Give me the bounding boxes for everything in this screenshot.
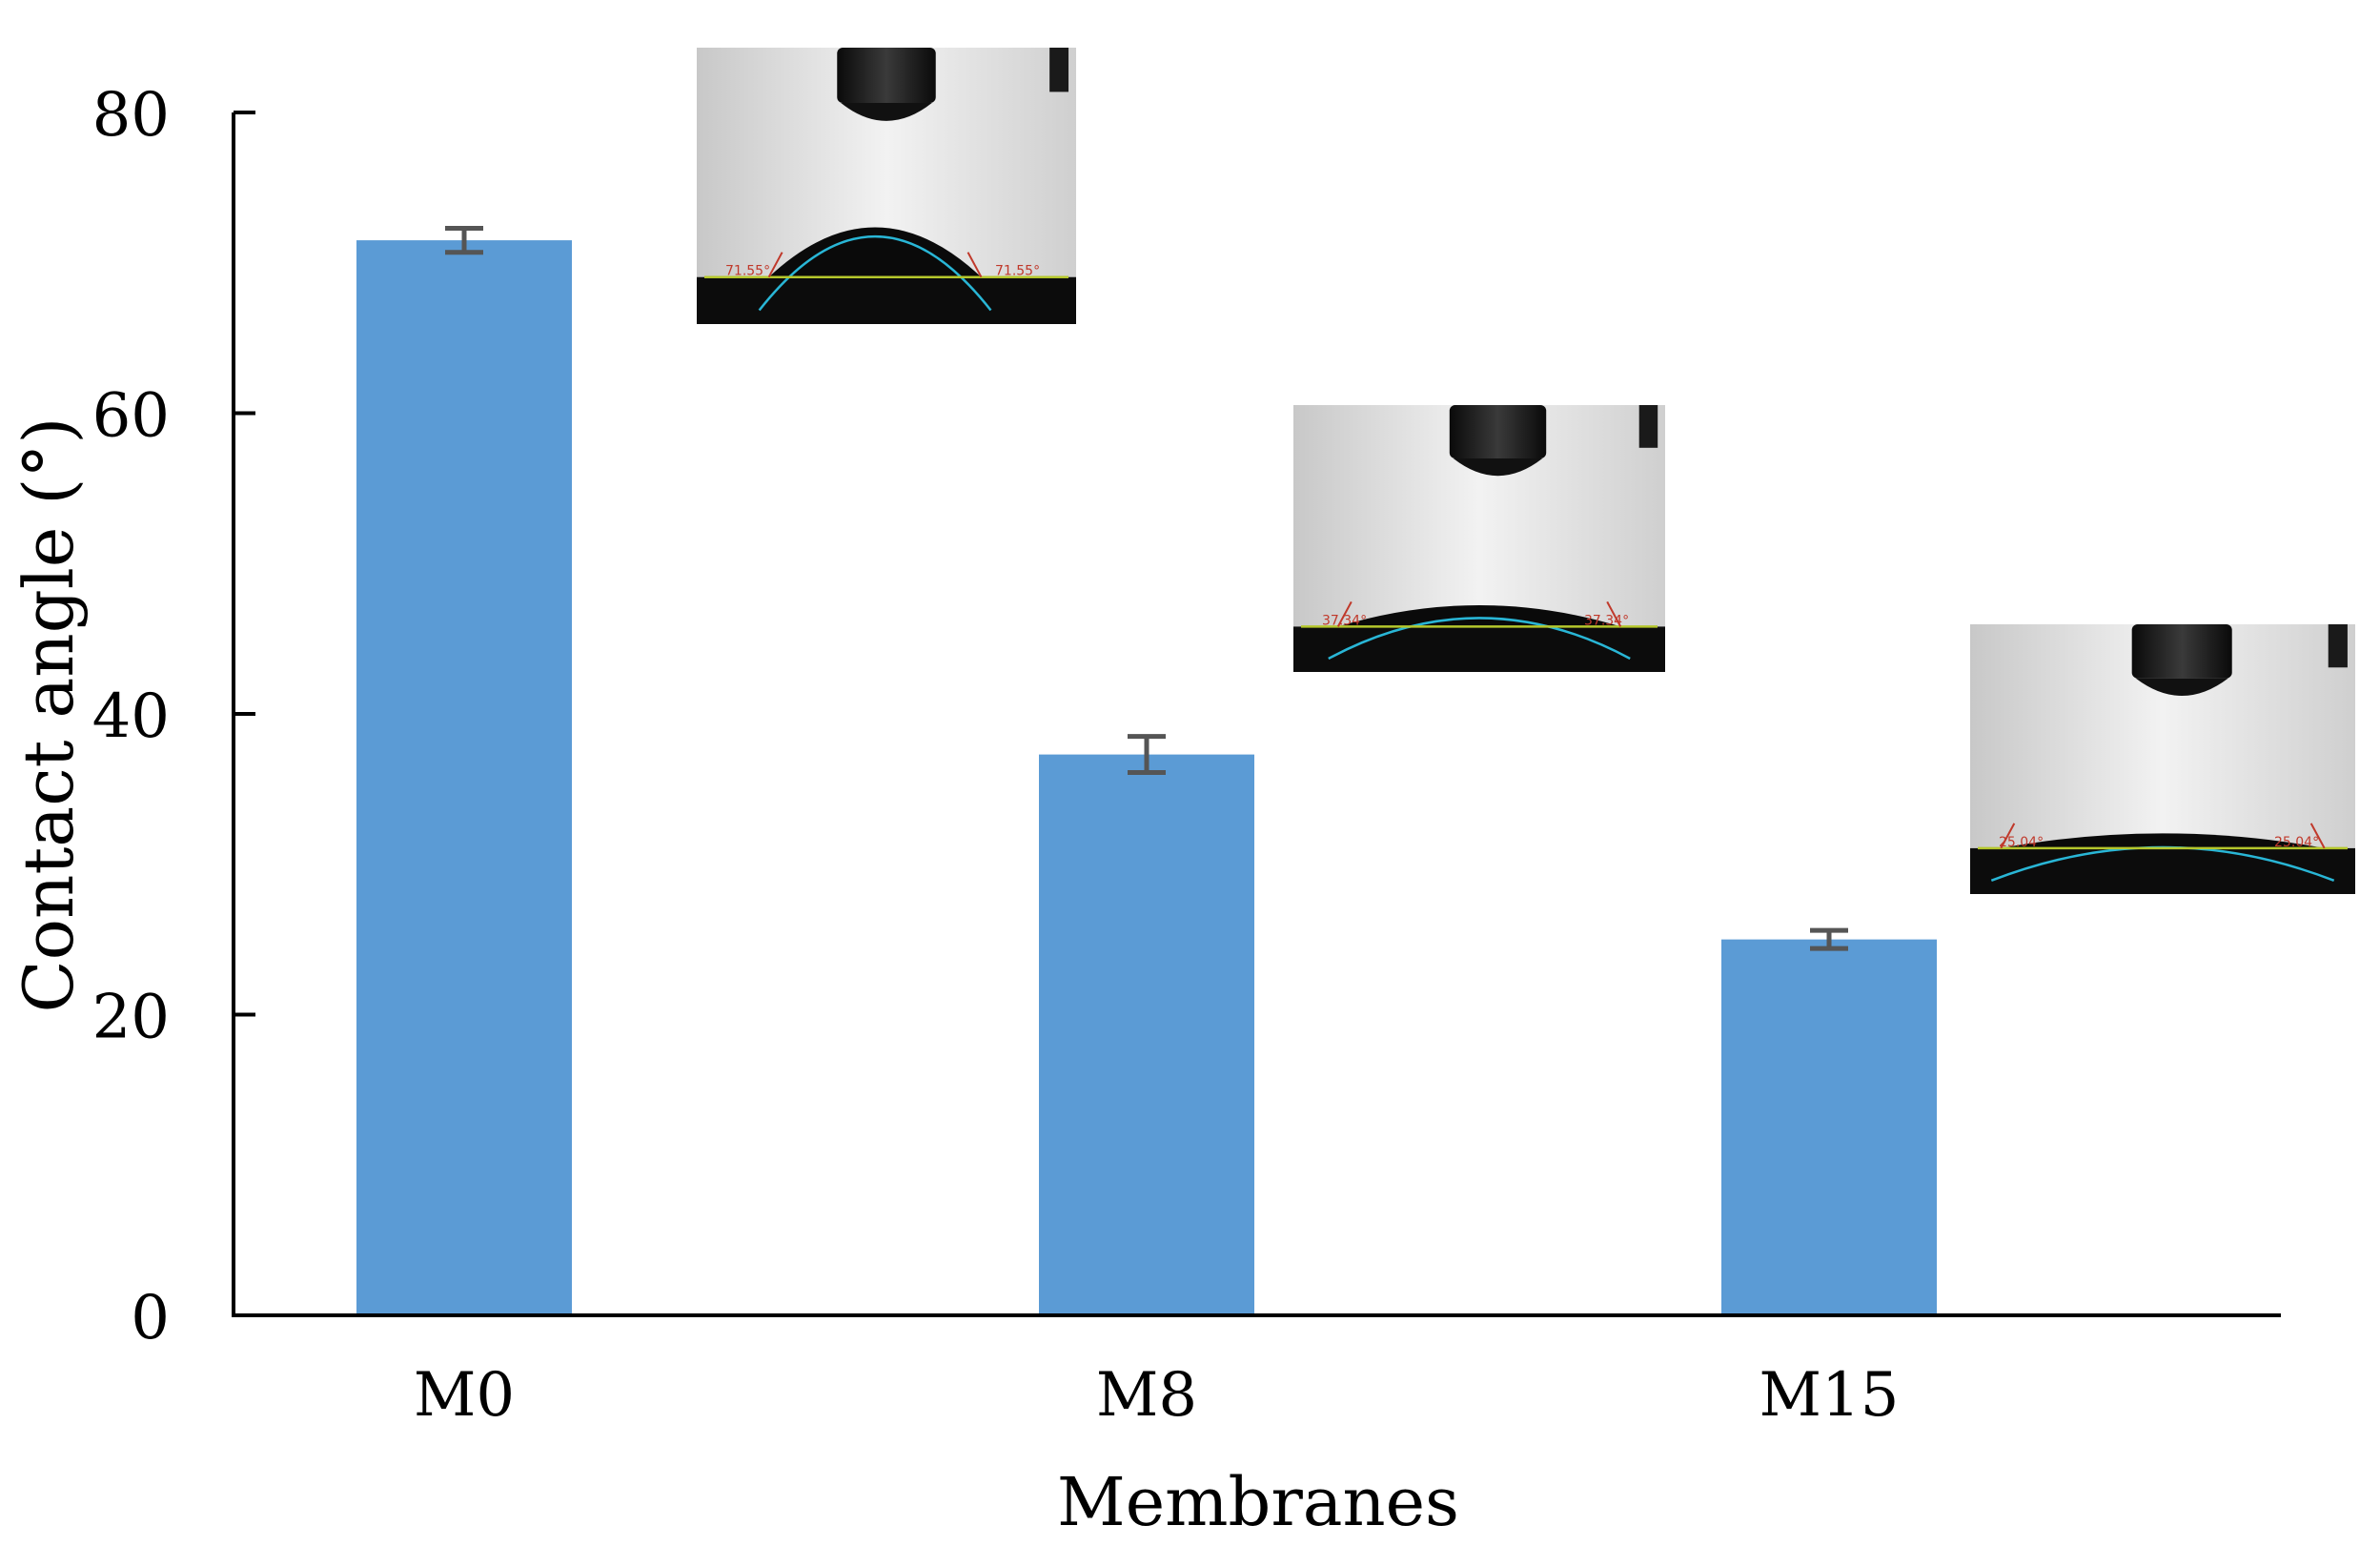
droplet-photo-m15: 25.04° 25.04°: [1970, 624, 2355, 894]
y-tick-label: 60: [92, 381, 170, 452]
bar-m15: [1721, 939, 1937, 1315]
x-tick-label: M0: [414, 1360, 515, 1431]
bar-m0: [356, 240, 572, 1315]
bar-m8: [1039, 754, 1254, 1315]
x-tick-label: M8: [1096, 1360, 1197, 1431]
y-tick-label: 80: [92, 80, 170, 151]
error-bar-m8: [1128, 734, 1166, 776]
droplet-photos-layer: 71.55° 71.55° 37.34° 37.34° 25.04° 25.04°: [697, 48, 2355, 894]
svg-text:71.55°: 71.55°: [995, 264, 1040, 279]
error-bar-m15: [1810, 927, 1848, 951]
svg-text:37.34°: 37.34°: [1322, 613, 1367, 628]
y-tick-label: 0: [131, 1283, 170, 1353]
droplet-photo-m8: 37.34° 37.34°: [1293, 405, 1665, 672]
y-tick-label: 40: [92, 681, 170, 752]
ticks-layer: 0 20 40 60 80 M0 M8 M15: [92, 80, 1900, 1431]
x-axis-label: Membranes: [1057, 1463, 1459, 1541]
error-bar-m0: [445, 225, 483, 255]
bars-layer: [356, 240, 1937, 1315]
x-tick-label: M15: [1760, 1360, 1900, 1431]
svg-text:71.55°: 71.55°: [725, 264, 770, 279]
svg-text:25.04°: 25.04°: [2274, 835, 2319, 850]
y-axis-label: Contact angle (°): [9, 417, 89, 1013]
y-tick-label: 20: [92, 983, 170, 1053]
droplet-photo-m0: 71.55° 71.55°: [697, 48, 1076, 324]
svg-text:25.04°: 25.04°: [1999, 835, 2044, 850]
error-bars-layer: [445, 225, 1848, 951]
svg-text:37.34°: 37.34°: [1584, 613, 1629, 628]
